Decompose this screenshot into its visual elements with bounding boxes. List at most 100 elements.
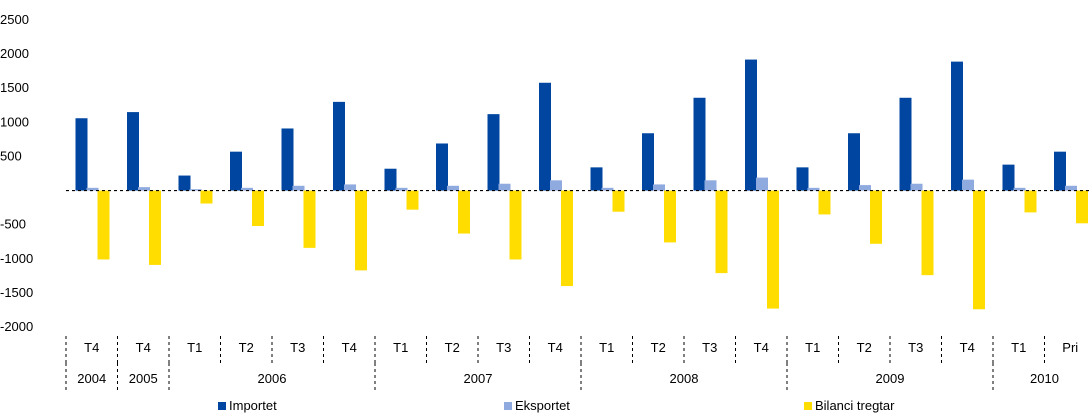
importet-bar	[1054, 151, 1066, 191]
y-tick-label: 2500	[0, 12, 29, 27]
x-tick-label: T2	[239, 340, 254, 355]
importet-bar	[848, 133, 860, 191]
bilanci-tregtar-bar	[818, 190, 831, 215]
year-label: 2005	[129, 371, 158, 386]
bilanci-tregtar-bar	[355, 190, 367, 271]
x-tick-label: T4	[342, 340, 357, 355]
bilanci-tregtar-bar	[149, 190, 161, 265]
eksportet-bar	[447, 185, 459, 191]
eksportet-bar	[601, 187, 614, 191]
legend-swatch-importet	[218, 401, 226, 410]
eksportet-bar	[550, 180, 562, 191]
importet-bar	[333, 101, 345, 191]
importet-bar	[796, 167, 809, 191]
eksportet-bar	[395, 187, 408, 191]
importet-bar	[899, 97, 912, 191]
x-tick-label: T4	[84, 340, 99, 355]
eksportet-bar	[189, 189, 202, 191]
y-tick-label: -1500	[0, 285, 33, 300]
bilanci-tregtar-bar	[921, 190, 934, 276]
legend-label-eksportet: Eksportet	[515, 398, 570, 413]
x-tick-label: T3	[702, 340, 717, 355]
y-tick-label: 500	[0, 148, 22, 163]
legend-label-bilanci: Bilanci tregtar	[815, 398, 895, 413]
y-tick-label: 1000	[0, 114, 29, 129]
importet-bar	[951, 61, 963, 191]
legend: Importet Eksportet Bilanci tregtar	[0, 398, 1092, 416]
x-tick-label: T1	[187, 340, 202, 355]
eksportet-bar	[653, 184, 665, 191]
eksportet-bar	[859, 185, 871, 191]
importet-bar	[384, 168, 397, 191]
y-tick-label: 2000	[0, 46, 29, 61]
eksportet-bar	[498, 183, 511, 191]
x-tick-label: T1	[393, 340, 408, 355]
year-label: 2004	[77, 371, 106, 386]
bilanci-tregtar-bar	[303, 190, 316, 248]
year-label: 2009	[876, 371, 905, 386]
x-tick-label: T4	[548, 340, 563, 355]
eksportet-bar	[292, 185, 305, 191]
bilanci-tregtar-bar	[458, 190, 470, 234]
x-tick-label: T2	[445, 340, 460, 355]
x-tick-label: T2	[651, 340, 666, 355]
bilanci-tregtar-bar	[200, 190, 213, 204]
importet-bar	[487, 114, 500, 191]
importet-bar	[693, 97, 706, 191]
legend-swatch-eksportet	[504, 401, 512, 410]
x-tick-label: T4	[754, 340, 769, 355]
x-tick-label: Pri	[1062, 340, 1078, 355]
x-tick-label: T1	[1011, 340, 1026, 355]
bilanci-tregtar-bar	[973, 190, 985, 310]
y-tick-label: -1000	[0, 251, 33, 266]
importet-bar	[745, 59, 757, 191]
chart: 2500 2000 1500 1000 500 -500 -1000 -1500 -2000 T…	[0, 12, 1092, 390]
importet-bar	[230, 151, 242, 191]
bilanci-tregtar-bar	[97, 190, 110, 260]
importet-bar	[642, 133, 654, 191]
legend-item-eksportet: Eksportet	[504, 398, 570, 413]
y-tick-label: 1500	[0, 80, 29, 95]
x-tick-label: T4	[960, 340, 975, 355]
x-tick-label: T2	[857, 340, 872, 355]
eksportet-bar	[86, 187, 99, 191]
importet-bar	[436, 143, 448, 191]
eksportet-bar	[910, 183, 923, 191]
year-label: 2010	[1030, 371, 1059, 386]
importet-bar	[281, 128, 294, 191]
eksportet-bar	[807, 187, 820, 191]
y-tick-label: -500	[0, 217, 26, 232]
bilanci-tregtar-bar	[1024, 190, 1037, 213]
bilanci-tregtar-bar	[612, 190, 625, 212]
eksportet-bar	[962, 179, 974, 191]
eksportet-bar	[756, 177, 768, 191]
bars	[66, 59, 1092, 310]
x-tick-label: T1	[805, 340, 820, 355]
legend-label-importet: Importet	[229, 398, 277, 413]
bilanci-tregtar-bar	[767, 190, 779, 309]
year-label: 2008	[670, 371, 699, 386]
bilanci-tregtar-bar	[664, 190, 676, 243]
y-tick-label: -2000	[0, 319, 33, 334]
bilanci-tregtar-bar	[509, 190, 522, 260]
bilanci-tregtar-bar	[715, 190, 728, 274]
legend-item-bilanci: Bilanci tregtar	[804, 398, 894, 413]
x-tick-label: T3	[908, 340, 923, 355]
bilanci-tregtar-bar	[406, 190, 419, 210]
year-label: 2007	[464, 371, 493, 386]
x-tick-label: T3	[496, 340, 511, 355]
eksportet-bar	[704, 180, 717, 191]
x-tick-label: T1	[599, 340, 614, 355]
eksportet-bar	[138, 187, 150, 191]
eksportet-bar	[344, 184, 356, 191]
importet-bar	[178, 175, 191, 191]
eksportet-bar	[1065, 185, 1077, 191]
importet-bar	[127, 112, 139, 191]
year-label: 2006	[258, 371, 287, 386]
x-tick-label: T4	[136, 340, 151, 355]
bilanci-tregtar-bar	[561, 190, 573, 287]
eksportet-bar	[1013, 187, 1026, 191]
importet-bar	[75, 118, 88, 191]
legend-item-importet: Importet	[218, 398, 277, 413]
eksportet-bar	[241, 187, 253, 191]
